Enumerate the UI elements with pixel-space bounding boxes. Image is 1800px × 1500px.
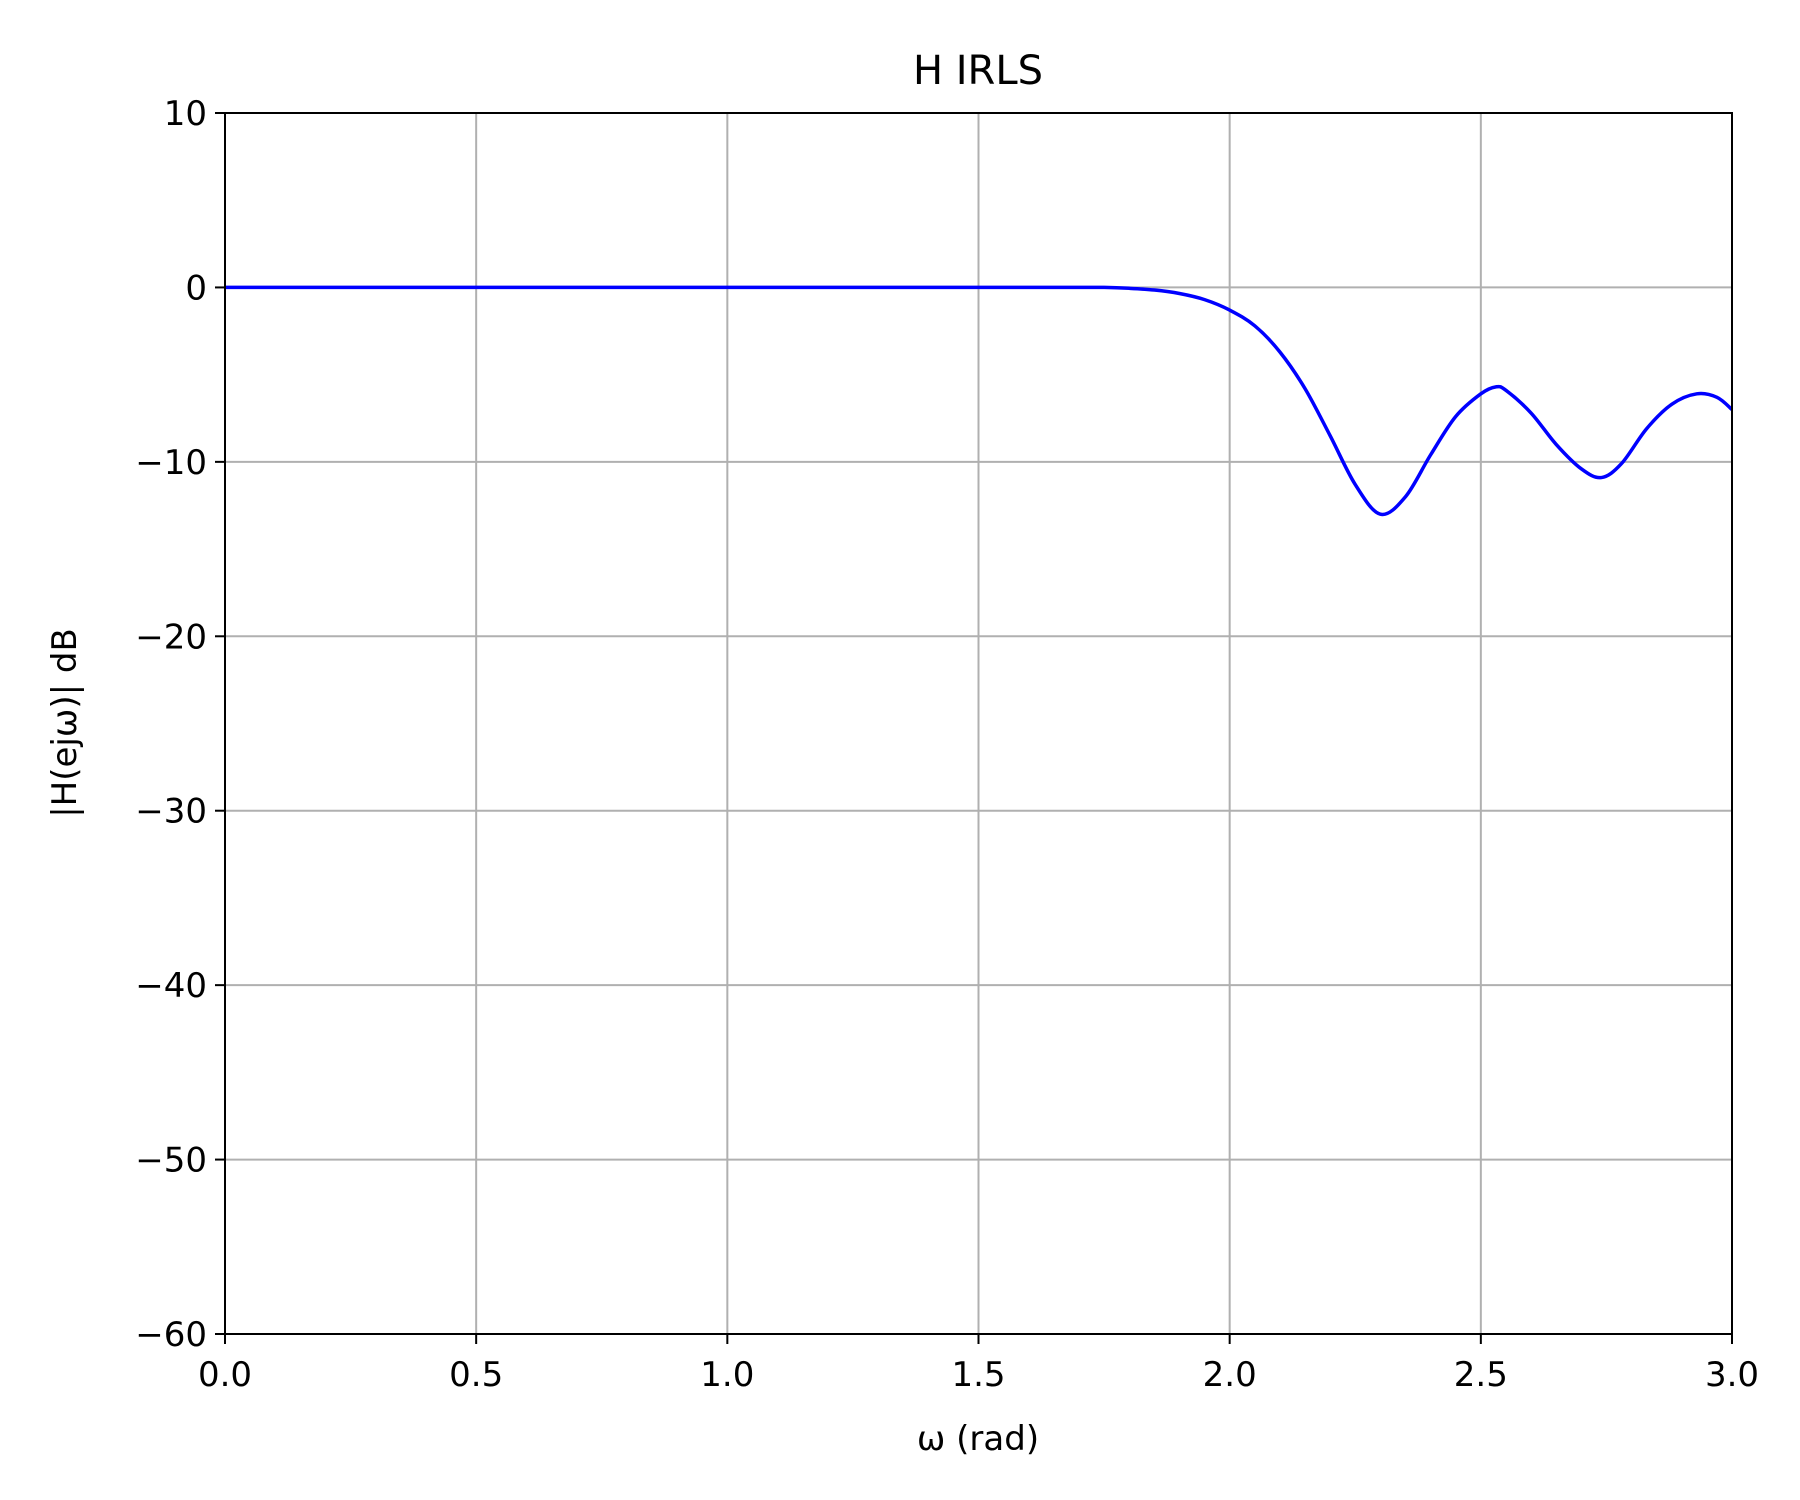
y-tick-label: 10 bbox=[164, 94, 207, 134]
x-tick-label: 1.5 bbox=[951, 1355, 1005, 1395]
x-axis-label: ω (rad) bbox=[917, 1419, 1039, 1459]
plot-series bbox=[225, 285, 1734, 517]
x-tick-label: 1.0 bbox=[700, 1355, 754, 1395]
y-tick-label: 0 bbox=[185, 268, 207, 308]
x-tick-label: 0.5 bbox=[449, 1355, 503, 1395]
x-tick-label: 2.0 bbox=[1203, 1355, 1257, 1395]
y-tick-label: −10 bbox=[135, 443, 207, 483]
ticks: 0.0 0.5 1.0 1.5 2.0 2.5 3.0 −60 −50 −40 −30 −20 −10 0… bbox=[135, 94, 1759, 1395]
series-line bbox=[225, 285, 1734, 517]
y-tick-label: −40 bbox=[135, 966, 207, 1006]
x-tick-label: 2.5 bbox=[1454, 1355, 1508, 1395]
x-tick-label: 0.0 bbox=[198, 1355, 252, 1395]
y-tick-label: −30 bbox=[135, 792, 207, 832]
y-tick-label: −20 bbox=[135, 617, 207, 657]
chart-title: H IRLS bbox=[913, 48, 1043, 94]
y-axis-label: |H(ejω)| dB bbox=[45, 628, 85, 818]
y-tick-label: −50 bbox=[135, 1141, 207, 1181]
x-tick-label: 3.0 bbox=[1705, 1355, 1759, 1395]
y-tick-label: −60 bbox=[135, 1315, 207, 1355]
grid bbox=[224, 112, 1733, 1335]
